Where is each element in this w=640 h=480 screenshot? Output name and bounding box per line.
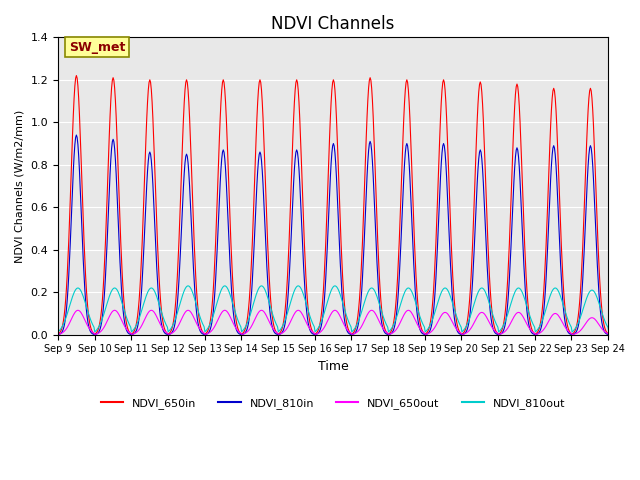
Line: NDVI_810in: NDVI_810in xyxy=(58,135,640,335)
NDVI_810out xyxy=(184,283,192,289)
NDVI_810in xyxy=(413,314,421,320)
NDVI_650in xyxy=(531,331,539,337)
NDVI_650in xyxy=(54,331,62,337)
NDVI_650out xyxy=(446,314,454,320)
NDVI_810out xyxy=(123,316,131,322)
NDVI_650in xyxy=(231,306,239,312)
NDVI_650out xyxy=(283,326,291,332)
NDVI_650out xyxy=(605,332,612,337)
NDVI_810out xyxy=(232,310,239,316)
NDVI_810out xyxy=(283,312,291,318)
NDVI_650out xyxy=(232,324,239,330)
NDVI_810out xyxy=(54,329,62,335)
NDVI_810in xyxy=(232,326,240,332)
NDVI_650in xyxy=(260,134,268,140)
Line: NDVI_650out: NDVI_650out xyxy=(58,310,640,335)
NDVI_650in xyxy=(412,273,420,279)
Y-axis label: NDVI Channels (W/m2/mm): NDVI Channels (W/m2/mm) xyxy=(15,109,25,263)
NDVI_810out xyxy=(260,286,268,292)
NDVI_650in xyxy=(445,177,452,183)
NDVI_810in xyxy=(164,332,172,337)
NDVI_650out xyxy=(54,332,62,337)
NDVI_650in xyxy=(282,297,290,303)
NDVI_810in xyxy=(262,231,269,237)
NDVI_650out xyxy=(124,328,131,334)
Line: NDVI_650in: NDVI_650in xyxy=(58,65,640,334)
NDVI_810in xyxy=(124,329,131,335)
NDVI_650in xyxy=(623,62,631,68)
NDVI_650out xyxy=(260,310,268,315)
NDVI_810out xyxy=(568,329,576,335)
Text: SW_met: SW_met xyxy=(69,41,125,54)
NDVI_810in xyxy=(284,300,291,306)
NDVI_810in xyxy=(72,132,80,138)
NDVI_810in xyxy=(447,261,454,266)
NDVI_650in xyxy=(123,323,131,328)
NDVI_810out xyxy=(446,291,454,297)
NDVI_810in xyxy=(54,332,62,337)
X-axis label: Time: Time xyxy=(317,360,348,373)
NDVI_650out xyxy=(413,320,420,326)
NDVI_810out xyxy=(413,303,420,309)
Legend: NDVI_650in, NDVI_810in, NDVI_650out, NDVI_810out: NDVI_650in, NDVI_810in, NDVI_650out, NDV… xyxy=(96,394,570,414)
Line: NDVI_810out: NDVI_810out xyxy=(58,286,640,332)
NDVI_650out xyxy=(74,307,82,313)
Title: NDVI Channels: NDVI Channels xyxy=(271,15,395,33)
